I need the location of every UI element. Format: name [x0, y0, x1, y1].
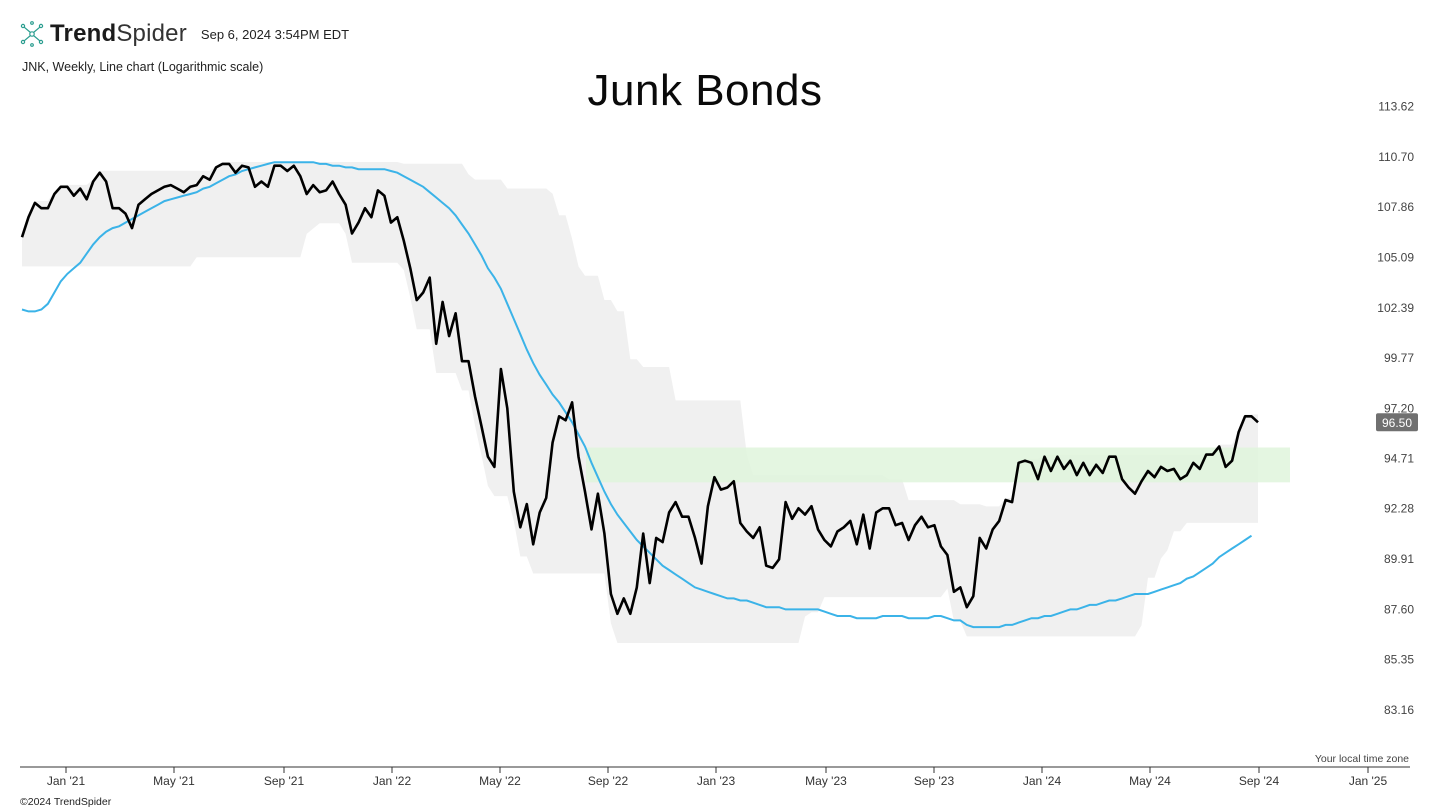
chart-subtitle: JNK, Weekly, Line chart (Logarithmic sca… [22, 60, 264, 74]
y-tick-label: 94.71 [1384, 452, 1414, 466]
chart-title: Junk Bonds [587, 66, 823, 115]
price-channel-band [22, 162, 1258, 643]
moving-average-line [21, 161, 1253, 629]
y-tick-label: 97.20 [1384, 401, 1414, 415]
x-tick-label: May '23 [805, 774, 847, 788]
y-tick-label: 110.70 [1378, 150, 1414, 164]
brand-name: TrendSpider [50, 20, 187, 47]
y-tick-label: 107.86 [1377, 200, 1414, 214]
trendspider-logo-icon [20, 21, 44, 47]
x-tick-label: Jan '24 [1023, 774, 1062, 788]
support-zone [586, 447, 1290, 483]
x-tick-label: Jan '23 [697, 774, 736, 788]
y-tick-label: 105.09 [1377, 250, 1414, 264]
timezone-label[interactable]: Your local time zone [1314, 753, 1409, 765]
last-price-badge [1376, 413, 1418, 432]
x-tick-label: Sep '21 [264, 774, 305, 788]
y-tick-label: 85.35 [1384, 653, 1414, 667]
y-tick-label: 89.91 [1384, 552, 1414, 566]
last-price-label: 96.50 [1382, 416, 1412, 430]
x-tick-label: May '22 [479, 774, 521, 788]
price-line [20, 162, 1259, 616]
y-tick-label: 102.39 [1377, 301, 1414, 315]
x-tick-label: Jan '25 [1349, 774, 1388, 788]
y-tick-label: 113.62 [1378, 100, 1414, 114]
x-tick-label: Sep '22 [588, 774, 629, 788]
x-tick-label: May '21 [153, 774, 195, 788]
y-tick-label: 99.77 [1384, 351, 1414, 365]
x-tick-label: May '24 [1129, 774, 1171, 788]
chart-timestamp: Sep 6, 2024 3:54PM EDT [200, 26, 350, 42]
y-tick-label: 83.16 [1384, 703, 1414, 717]
x-tick-label: Sep '24 [1239, 774, 1280, 788]
header: TrendSpider Sep 6, 2024 3:54PM EDT [18, 20, 349, 48]
x-tick-label: Jan '21 [47, 774, 86, 788]
x-tick-label: Sep '23 [914, 774, 955, 788]
copyright: ©2024 TrendSpider [20, 796, 112, 808]
y-tick-label: 92.28 [1384, 502, 1414, 516]
y-tick-label: 87.60 [1384, 602, 1414, 616]
x-tick-label: Jan '22 [373, 774, 412, 788]
